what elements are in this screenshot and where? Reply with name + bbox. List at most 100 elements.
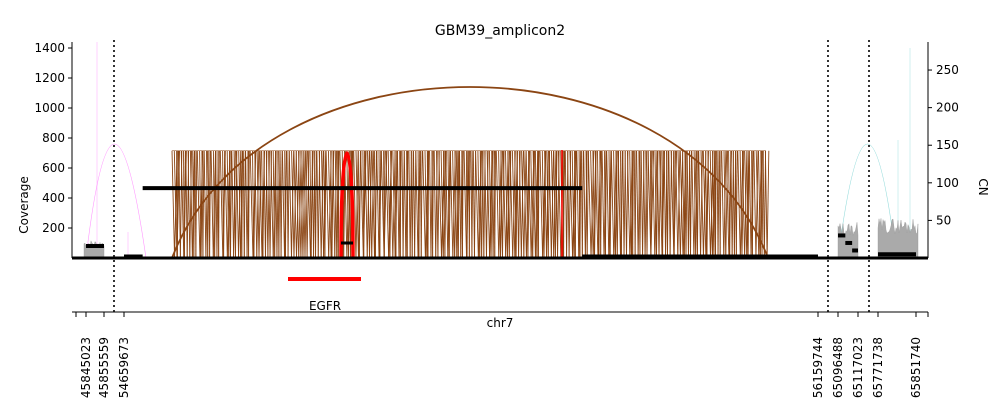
coverage-line [265, 150, 269, 259]
left-tick-label: 400 [42, 191, 65, 205]
coverage-line [581, 150, 584, 259]
coverage-histogram [877, 218, 919, 259]
coverage-line [553, 150, 556, 259]
left-tick-label: 1200 [34, 71, 65, 85]
coverage-line [371, 150, 375, 259]
coverage-line [466, 150, 469, 259]
coverage-line [719, 150, 722, 259]
coverage-line [600, 150, 603, 259]
coverage-line [534, 150, 538, 259]
coverage-line [263, 150, 266, 259]
x-tick-label: 65117023 [851, 337, 865, 398]
coverage-line [721, 150, 725, 259]
coverage-line [171, 150, 176, 259]
coverage-line [530, 150, 534, 259]
coverage-line [544, 150, 547, 259]
coverage-line [548, 150, 552, 259]
coverage-line [755, 150, 760, 259]
coverage-line [539, 150, 544, 259]
coverage-line [557, 150, 562, 259]
left-tick-label: 1400 [34, 41, 65, 55]
coverage-line [293, 150, 297, 259]
coverage-line [601, 150, 605, 259]
coverage-line [555, 150, 559, 259]
coverage-line [479, 150, 483, 259]
coverage-line [500, 150, 503, 259]
coverage-line [700, 150, 704, 259]
coverage-line [406, 150, 409, 259]
coverage-line [620, 150, 623, 259]
coverage-line [639, 150, 642, 259]
coverage-line [521, 150, 525, 259]
coverage-line [516, 150, 520, 259]
coverage-line [295, 150, 300, 259]
coverage-line [594, 150, 599, 259]
coverage-line [241, 150, 244, 259]
coverage-line [739, 150, 743, 259]
coverage-line [693, 150, 697, 259]
coverage-line [238, 150, 242, 259]
coverage-line [420, 150, 423, 259]
coverage-line [646, 150, 649, 259]
coverage-line [457, 150, 460, 259]
coverage-line [696, 150, 699, 259]
coverage-line [507, 150, 510, 259]
coverage-line [185, 150, 188, 259]
coverage-line [709, 150, 713, 259]
coverage-line [494, 150, 496, 259]
coverage-line [376, 150, 380, 259]
x-tick-label: 65851740 [909, 337, 923, 398]
coverage-line [358, 150, 361, 259]
coverage-line [741, 150, 745, 259]
coverage-line [173, 150, 178, 259]
coverage-line [272, 150, 276, 259]
coverage-line [281, 150, 285, 259]
coverage-line [537, 150, 540, 259]
coverage-line [475, 150, 479, 259]
coverage-line [764, 150, 768, 259]
coverage-line [532, 150, 536, 259]
coverage-line [673, 150, 676, 259]
coverage-line [656, 150, 660, 259]
coverage-line [647, 150, 652, 259]
coverage-line [385, 150, 390, 259]
coverage-line [440, 150, 444, 259]
coverage-line [634, 150, 637, 259]
coverage-line [321, 150, 325, 259]
coverage-line [541, 150, 545, 259]
coverage-line [484, 150, 487, 259]
coverage-line [685, 150, 688, 259]
coverage-line [662, 150, 664, 259]
coverage-line [452, 150, 456, 259]
coverage-line [367, 150, 370, 259]
coverage-line [505, 150, 508, 259]
coverage-line [324, 150, 327, 259]
coverage-line [474, 150, 477, 259]
coverage-line [189, 150, 192, 259]
coverage-line [245, 150, 248, 259]
coverage-line [491, 150, 494, 259]
coverage-line [427, 150, 430, 259]
coverage-line [546, 150, 549, 259]
coverage-line [644, 150, 648, 259]
coverage-line [403, 150, 407, 259]
left-tick-label: 1000 [34, 101, 65, 115]
coverage-line [418, 150, 421, 259]
coverage-line [583, 150, 586, 259]
coverage-line [196, 150, 201, 259]
coverage-line [180, 150, 185, 259]
x-tick-label: 65096488 [831, 337, 845, 398]
coverage-line [231, 150, 235, 259]
coverage-line [744, 150, 748, 259]
coverage-line [610, 150, 615, 259]
coverage-line [380, 150, 385, 259]
coverage-line [383, 150, 386, 259]
coverage-line [183, 150, 186, 259]
coverage-line [691, 150, 695, 259]
coverage-line [626, 150, 631, 259]
coverage-line [569, 150, 574, 259]
coverage-line [224, 150, 228, 259]
coverage-line [369, 150, 373, 259]
coverage-line [219, 150, 224, 259]
